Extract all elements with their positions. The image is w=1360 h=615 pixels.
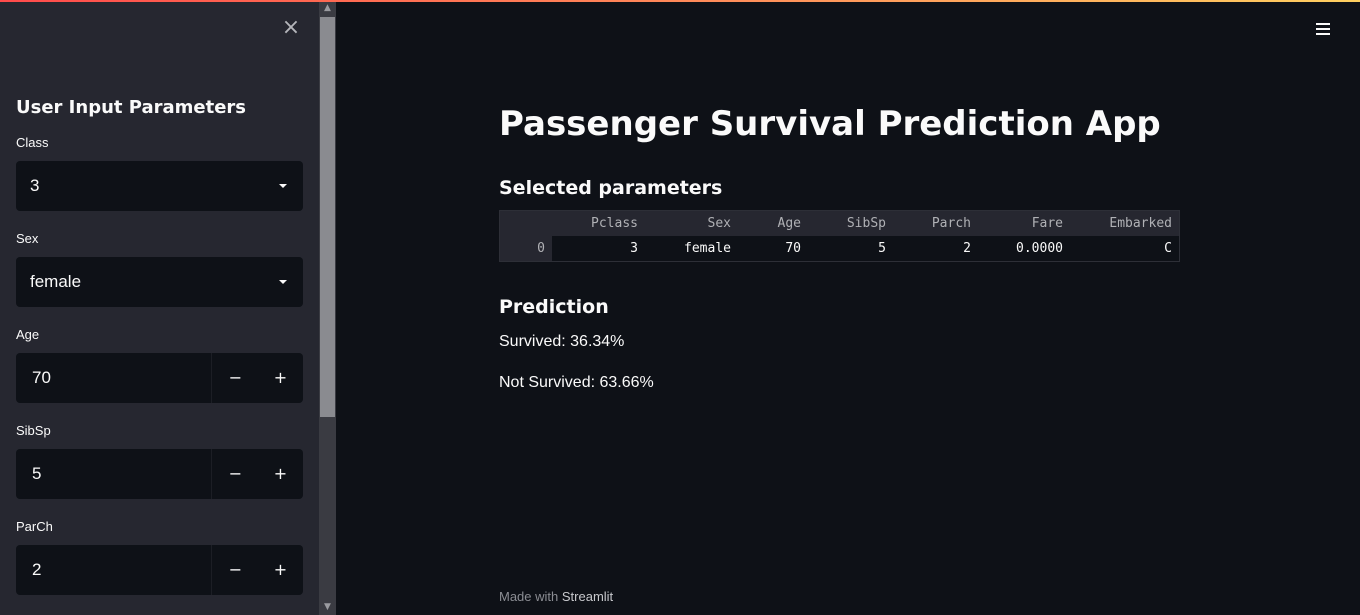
age-input[interactable]: 70 [16,353,212,403]
parch-label: ParCh [16,519,53,534]
sibsp-increment-button[interactable]: + [273,464,288,483]
table-header-row: Pclass Sex Age SibSp Parch Fare Embarked [500,211,1179,236]
sex-label: Sex [16,231,39,246]
sibsp-label: SibSp [16,423,51,438]
table-header-cell: Embarked [1109,216,1172,231]
selected-parameters-heading: Selected parameters [499,177,723,199]
sex-select-value: female [30,272,82,291]
chevron-down-icon [279,280,287,284]
top-accent-bar [0,0,1360,2]
table-cell: 0.0000 [1016,241,1063,256]
class-label: Class [16,135,49,150]
survived-text: Survived: 36.34% [499,333,625,350]
footer: Made with Streamlit [499,589,613,604]
not-survived-text: Not Survived: 63.66% [499,374,654,391]
parch-decrement-button[interactable]: − [228,560,243,579]
table-cell: C [1164,241,1172,256]
table-header-cell: Age [777,216,801,231]
table-index-cell: 0 [500,236,552,261]
table-header-cell [500,211,552,236]
age-number-input: 70 − + [16,353,303,403]
sidebar-scrollbar[interactable]: ▲ ▼ [319,0,336,615]
parch-input[interactable]: 2 [16,545,212,595]
table-cell: 2 [963,241,971,256]
table-cell: female [684,241,731,256]
chevron-down-icon [279,184,287,188]
table-header-cell: SibSp [846,216,886,231]
age-increment-button[interactable]: + [273,368,288,387]
sex-select[interactable]: female [16,257,303,307]
scrollbar-thumb[interactable] [320,17,335,417]
scroll-up-icon[interactable]: ▲ [324,3,331,13]
parch-number-input: 2 − + [16,545,303,595]
table-header-cell: Sex [707,216,731,231]
age-decrement-button[interactable]: − [228,368,243,387]
parch-increment-button[interactable]: + [273,560,288,579]
table-header-cell: Parch [931,216,971,231]
parameters-table: Pclass Sex Age SibSp Parch Fare Embarked… [499,210,1180,262]
footer-prefix: Made with [499,589,562,604]
age-label: Age [16,327,40,342]
sidebar: × User Input Parameters Class 3 Sex fema… [0,0,319,615]
sibsp-input[interactable]: 5 [16,449,212,499]
class-select[interactable]: 3 [16,161,303,211]
sidebar-heading: User Input Parameters [16,97,247,118]
sibsp-number-input: 5 − + [16,449,303,499]
class-select-value: 3 [30,176,40,195]
close-icon[interactable]: × [281,15,301,40]
scroll-down-icon[interactable]: ▼ [324,602,331,612]
table-cell: 70 [785,241,801,256]
hamburger-menu-icon[interactable] [1314,20,1334,40]
table-row: 0 3 female 70 5 2 0.0000 C [500,236,1179,261]
page-title: Passenger Survival Prediction App [499,104,1161,144]
table-cell: 3 [630,241,638,256]
streamlit-link[interactable]: Streamlit [561,589,614,604]
table-header-cell: Pclass [591,216,638,231]
table-cell: 5 [878,241,886,256]
prediction-heading: Prediction [499,296,609,318]
table-header-cell: Fare [1031,216,1063,231]
sibsp-decrement-button[interactable]: − [228,464,243,483]
